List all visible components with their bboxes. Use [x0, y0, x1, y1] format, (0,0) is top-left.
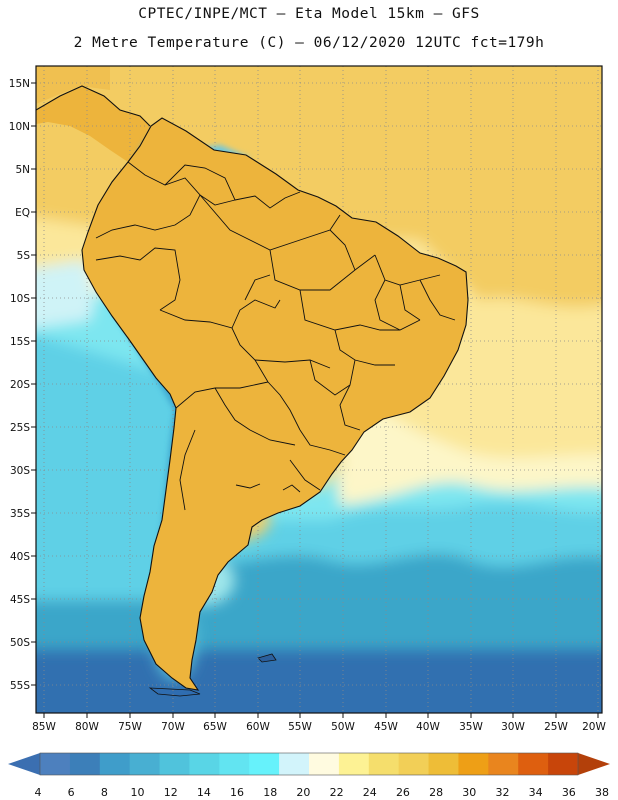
- colorbar-swatch: [338, 753, 370, 775]
- colorbar-label: 14: [197, 786, 211, 799]
- colorbar-swatch: [159, 753, 190, 775]
- temperature-colorbar: 4 6 8 10 12 14 16 18 20 22 24 26 28 30 32 34 36 38: [8, 752, 610, 799]
- colorbar-label: 22: [330, 786, 344, 799]
- colorbar-swatch: [279, 753, 310, 775]
- latitude-ticks: [31, 82, 36, 686]
- colorbar-label: 12: [164, 786, 178, 799]
- colorbar-swatch: [40, 753, 71, 775]
- lat-label: EQ: [15, 207, 30, 219]
- colorbar-label: 20: [296, 786, 310, 799]
- lat-label: 10N: [9, 121, 30, 133]
- colorbar-swatch: [398, 753, 430, 775]
- colorbar-label: 38: [595, 786, 609, 799]
- colorbar-label: 18: [263, 786, 277, 799]
- map-title-line-2: 2 Metre Temperature (C) – 06/12/2020 12U…: [73, 35, 545, 51]
- lon-label: 80W: [75, 721, 99, 733]
- colorbar-swatch: [69, 753, 101, 775]
- lat-label: 40S: [10, 551, 30, 563]
- map-frame-border: [35, 65, 603, 714]
- colorbar-label: 16: [230, 786, 244, 799]
- colorbar-swatch: [249, 753, 280, 775]
- lon-label: 25W: [544, 721, 568, 733]
- colorbar-swatch: [488, 753, 519, 775]
- colorbar-right-arrow: [578, 753, 610, 775]
- colorbar-label: 26: [396, 786, 410, 799]
- colorbar-swatch: [99, 753, 131, 775]
- colorbar-swatch: [518, 753, 549, 775]
- lon-label: 85W: [32, 721, 56, 733]
- lon-label: 40W: [416, 721, 440, 733]
- lon-label: 60W: [246, 721, 270, 733]
- map-field: [36, 66, 602, 713]
- colorbar-swatch: [219, 753, 250, 775]
- colorbar-swatch: [428, 753, 459, 775]
- lat-label: 10S: [10, 293, 30, 305]
- lat-label: 5N: [15, 164, 30, 176]
- colorbar-label: 30: [462, 786, 476, 799]
- lat-label: 45S: [10, 594, 30, 606]
- colorbar-label: 24: [363, 786, 377, 799]
- tierra-del-fuego: [148, 687, 201, 697]
- lat-label: 35S: [10, 508, 30, 520]
- humboldt-current-zone: [36, 260, 95, 328]
- caribbean-region: [36, 66, 110, 104]
- lon-label: 75W: [118, 721, 142, 733]
- colorbar-labels: 4 6 8 10 12 14 16 18 20 22 24 26 28 30 32 34 36 38: [35, 786, 610, 799]
- lon-label: 50W: [331, 721, 355, 733]
- colorbar-label: 34: [529, 786, 543, 799]
- colorbar-label: 8: [101, 786, 108, 799]
- colorbar-left-arrow: [8, 753, 40, 775]
- lon-label: 45W: [374, 721, 398, 733]
- lon-label: 55W: [288, 721, 312, 733]
- lon-label: 30W: [501, 721, 525, 733]
- colorbar-swatch: [548, 753, 579, 775]
- lat-label: 30S: [10, 465, 30, 477]
- central-america-landmass: [36, 86, 150, 162]
- lon-label: 65W: [203, 721, 227, 733]
- latitude-labels: 15N 10N 5N EQ 5S 10S 15S 20S 25S 30S 35S…: [9, 78, 31, 692]
- colorbar-label: 32: [495, 786, 509, 799]
- lat-label: 20S: [10, 379, 30, 391]
- country-borders: [95, 161, 456, 511]
- central-america-coast: [36, 85, 151, 127]
- colorbar-label: 28: [429, 786, 443, 799]
- lat-label: 15S: [10, 336, 30, 348]
- longitude-ticks: [43, 713, 599, 718]
- lon-label: 20W: [582, 721, 606, 733]
- lat-label: 55S: [10, 680, 30, 692]
- longitude-labels: 85W 80W 75W 70W 65W 60W 55W 50W 45W 40W …: [32, 721, 606, 733]
- colorbar-swatches: [40, 753, 579, 775]
- colorbar-outline: [39, 752, 579, 776]
- lat-label: 50S: [10, 637, 30, 649]
- lon-label: 70W: [161, 721, 185, 733]
- colorbar-swatch: [129, 753, 161, 775]
- lat-label: 15N: [9, 78, 30, 90]
- map-title-line-1: CPTEC/INPE/MCT – Eta Model 15km – GFS: [138, 6, 480, 22]
- lat-label: 25S: [10, 422, 30, 434]
- colorbar-label: 10: [131, 786, 145, 799]
- colorbar-label: 6: [68, 786, 75, 799]
- colorbar-label: 36: [562, 786, 576, 799]
- falkland-islands: [257, 653, 277, 663]
- lon-label: 35W: [459, 721, 483, 733]
- colorbar-swatch: [458, 753, 489, 775]
- colorbar-swatch: [309, 753, 340, 775]
- colorbar-swatch: [368, 753, 400, 775]
- lat-label: 5S: [17, 250, 31, 262]
- colorbar-label: 4: [35, 786, 42, 799]
- colorbar-swatch: [189, 753, 220, 775]
